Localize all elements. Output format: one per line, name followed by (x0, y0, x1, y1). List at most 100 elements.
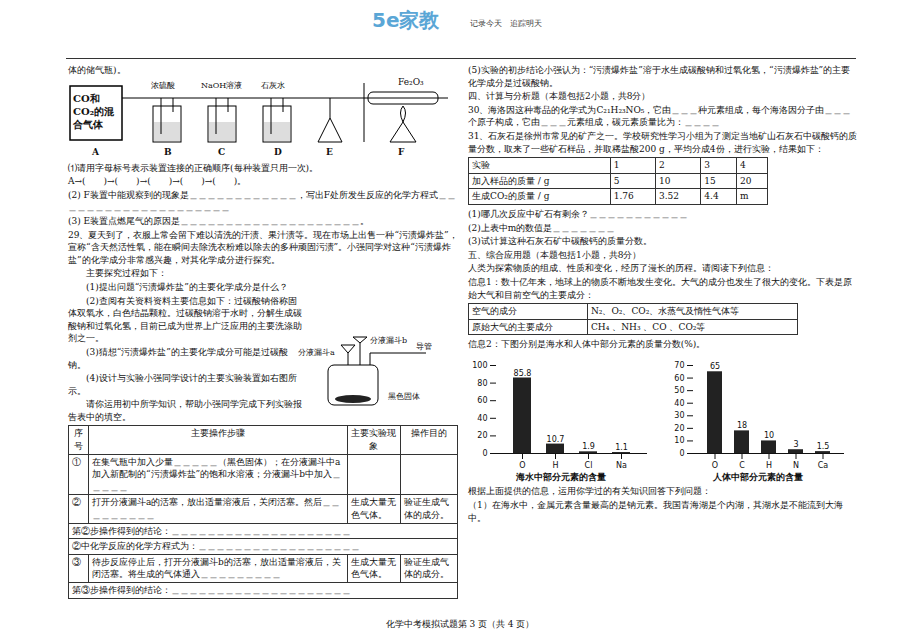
svg-text:0: 0 (482, 449, 487, 458)
html-text:空气的成分: 空气的成分 (472, 306, 517, 317)
svg-text:70: 70 (674, 361, 684, 370)
html-text:石灰水: 石灰水 (261, 80, 285, 90)
svg-text:1.5: 1.5 (817, 442, 830, 451)
html-text:待步反应停止后，打开分液漏斗b的活塞，放出适量溶液后，关闭活: 待步反应停止后，打开分液漏斗b的活塞，放出适量溶液后，关闭活塞。将生成的气体通入… (92, 556, 341, 580)
html-text:黑色固体: 黑色固体 (388, 391, 420, 401)
html-text:人体中部分元素的含量: 人体中部分元素的含量 (712, 471, 803, 482)
html-text:3.52: 3.52 (659, 191, 679, 202)
html-text:主要探究过程如下：: 主要探究过程如下： (86, 268, 167, 279)
svg-text:40: 40 (674, 399, 684, 408)
html-text:浓硫酸: 浓硫酸 (151, 80, 175, 90)
html-text:主要操作步骤: 主要操作步骤 (191, 428, 245, 439)
html-text:打开分液漏斗a的活塞，放出适量溶液后，关闭活塞。然后＿＿＿＿: 打开分液漏斗a的活塞，放出适量溶液后，关闭活塞。然后＿＿＿＿＿＿＿＿＿ (92, 497, 341, 520)
svg-text:0: 0 (679, 449, 684, 458)
svg-text:Cl: Cl (585, 461, 593, 470)
html-text:（1）在海水中，金属元素含量最高的是钠元素。我国青海湖是个内: （1）在海水中，金属元素含量最高的是钠元素。我国青海湖是个内湖，其湖水是不能流到… (468, 500, 843, 523)
svg-text:20: 20 (477, 431, 487, 440)
svg-text:60: 60 (477, 396, 487, 405)
html-text:请你运用初中所学知识，帮助小强同学完成下列实验报告表中的填空: 请你运用初中所学知识，帮助小强同学完成下列实验报告表中的填空。 (68, 399, 302, 422)
svg-text:N: N (793, 461, 799, 470)
html-text:验证生成气体的成分。: 验证生成气体的成分。 (404, 556, 449, 580)
html-text:4.4: 4.4 (704, 191, 719, 202)
html-text:(2)查阅有关资料资料主要信息如下：过碳酸钠俗称固体双氧水，: (2)查阅有关资料资料主要信息如下：过碳酸钠俗称固体双氧水，白色结晶颗粒。过碳酸… (68, 295, 302, 344)
html-text:加入样品的质量 / g: 加入样品的质量 / g (472, 175, 550, 186)
svg-text:1.9: 1.9 (582, 442, 595, 451)
svg-text:80: 80 (477, 379, 487, 388)
svg-text:50: 50 (674, 386, 684, 395)
svg-text:30: 30 (674, 411, 684, 420)
svg-text:20: 20 (674, 424, 684, 433)
svg-text:10: 10 (674, 436, 684, 445)
html-text:(4)设计与实验小强同学设计的主要实验装置如右图所示。: (4)设计与实验小强同学设计的主要实验装置如右图所示。 (68, 373, 297, 396)
html-text:导管: 导管 (416, 341, 432, 351)
html-text:(2) F装置中能观察到的现象是＿＿＿＿＿＿＿＿＿＿＿＿，写: (2) F装置中能观察到的现象是＿＿＿＿＿＿＿＿＿＿＿＿，写出F处所发生反应的化… (68, 189, 457, 213)
html-text:10: 10 (659, 175, 671, 186)
html-text:生成大量无色气体。: 生成大量无色气体。 (351, 497, 396, 520)
svg-text:3: 3 (793, 440, 798, 449)
html-text:原始大气的主要成分: 原始大气的主要成分 (472, 321, 553, 332)
html-text:(1)提出问题“污渍爆炸盐”的主要化学成分是什么？: (1)提出问题“污渍爆炸盐”的主要化学成分是什么？ (86, 281, 288, 292)
svg-text:60: 60 (674, 374, 684, 383)
html-text:Fe₂O₃: Fe₂O₃ (398, 76, 424, 87)
html-text:20: 20 (740, 175, 752, 186)
html-text:生成CO₂的质量 / g: 生成CO₂的质量 / g (472, 191, 550, 202)
svg-text:10: 10 (764, 431, 774, 440)
html-text:操作目的: 操作目的 (411, 428, 447, 439)
html-text:(1)哪几次反应中矿石有剩余？＿＿＿＿＿＿＿＿＿＿＿: (1)哪几次反应中矿石有剩余？＿＿＿＿＿＿＿＿＿＿＿ (468, 208, 688, 219)
svg-text:100: 100 (472, 361, 487, 370)
html-text:5e家教: 5e家教 (372, 8, 440, 32)
svg-text:H: H (766, 461, 772, 470)
html-text:29、夏天到了，衣服上常会留下难以清洗的汗渍、果汁渍等。现在: 29、夏天到了，衣服上常会留下难以清洗的汗渍、果汁渍等。现在市场上出售一种“污渍… (68, 229, 458, 265)
svg-text:O: O (519, 461, 525, 470)
html-text:31、石灰石是徐州市常见的矿产之一。学校研究性学习小组为了测: 31、石灰石是徐州市常见的矿产之一。学校研究性学习小组为了测定当地矿山石灰石中碳… (468, 131, 858, 154)
html-text:②中化学反应的化学方程式为：＿＿＿＿＿＿＿＿＿＿＿＿＿＿＿＿: ②中化学反应的化学方程式为：＿＿＿＿＿＿＿＿＿＿＿＿＿＿＿＿＿＿ (72, 541, 360, 552)
html-text:记录今天 追踪明天: 记录今天 追踪明天 (470, 19, 542, 28)
html-text:根据上面提供的信息，运用你学过的有关知识回答下列问题：: 根据上面提供的信息，运用你学过的有关知识回答下列问题： (468, 486, 711, 497)
html-text:五、综合应用题（本题包括1小题，共8分）: 五、综合应用题（本题包括1小题，共8分） (468, 249, 642, 260)
svg-text:65: 65 (710, 362, 720, 371)
html-text:序号: 序号 (74, 428, 83, 452)
html-text:30、海洛因这种毒品的化学式为C₂₁H₂₃NO₅，它由＿＿＿: 30、海洛因这种毒品的化学式为C₂₁H₂₃NO₅，它由＿＿＿种元素组成，每个海洛… (468, 104, 852, 128)
html-text:1.76: 1.76 (613, 191, 634, 202)
svg-text:85.8: 85.8 (514, 368, 532, 377)
svg-text:40: 40 (477, 414, 487, 423)
html-text:⑴请用字母标号表示装置连接的正确顺序(每种装置只用一次)。: ⑴请用字母标号表示装置连接的正确顺序(每种装置只用一次)。 (68, 162, 318, 173)
svg-text:Na: Na (616, 461, 627, 470)
html-text:实验: 实验 (472, 160, 490, 171)
html-text:验证生成气体的成分。: 验证生成气体的成分。 (404, 497, 449, 520)
html-text:(5)实验的初步结论小强认为：“污渍爆炸盐”溶于水生成碳酸钠: (5)实验的初步结论小强认为：“污渍爆炸盐”溶于水生成碳酸钠和过氧化氢，“污渍爆… (468, 65, 851, 88)
html-text:分液漏斗a: 分液漏斗a (298, 347, 335, 357)
html-text:信息2：下图分别是海水和人体中部分元素的质量分数(%)。: 信息2：下图分别是海水和人体中部分元素的质量分数(%)。 (468, 339, 706, 350)
html-text:主要实验现象: 主要实验现象 (351, 428, 397, 452)
html-text:海水中部分元素的含量: 海水中部分元素的含量 (515, 471, 606, 482)
html-text:信息1：数十亿年来，地球上的物质不断地发生变化。大气的成分也: 信息1：数十亿年来，地球上的物质不断地发生变化。大气的成分也发生了很大的变化。下… (468, 276, 852, 300)
html-text:②: ② (72, 497, 81, 508)
html-text:第②步操作得到的结论：＿＿＿＿＿＿＿＿＿＿＿＿＿＿＿＿＿＿＿: 第②步操作得到的结论：＿＿＿＿＿＿＿＿＿＿＿＿＿＿＿＿＿＿＿＿ (72, 525, 351, 536)
html-text:(2)上表中m的数值是＿＿＿＿＿＿＿: (2)上表中m的数值是＿＿＿＿＿＿＿ (468, 222, 616, 233)
html-text:四、计算与分析题（本题包括2小题，共8分）: 四、计算与分析题（本题包括2小题，共8分） (468, 91, 651, 102)
html-text:A→( )→( )→( )→( )→( )。: A→( )→( )→( )→( )→( )。 (68, 176, 247, 187)
svg-text:O: O (712, 461, 718, 470)
html-text:(3) E装置点燃尾气的原因是＿＿＿＿＿＿＿＿＿＿＿＿＿＿＿: (3) E装置点燃尾气的原因是＿＿＿＿＿＿＿＿＿＿＿＿＿＿＿＿＿＿＿＿。 (68, 216, 370, 226)
html-text:N₂、O₂、CO₂、水蒸气及惰性气体等: N₂、O₂、CO₂、水蒸气及惰性气体等 (591, 306, 740, 317)
svg-text:H: H (552, 461, 558, 470)
html-text:在集气瓶中加入少量＿＿＿＿＿（黑色固体）；在分液漏斗中a加入: 在集气瓶中加入少量＿＿＿＿＿（黑色固体）；在分液漏斗中a加入新配制的“污渍爆炸盐… (92, 456, 341, 492)
html-text:NaOH溶液: NaOH溶液 (201, 80, 243, 90)
html-text:①: ① (72, 456, 81, 467)
svg-text:18: 18 (737, 421, 747, 430)
svg-text:1.1: 1.1 (615, 443, 628, 452)
html-text:CH₄ 、NH₃ 、CO 、CO₂等: CH₄ 、NH₃ 、CO 、CO₂等 (591, 321, 706, 332)
html-text:CO和CO₂的混合气体: CO和CO₂的混合气体 (73, 92, 115, 130)
html-text:(3)猜想“污渍爆炸盐”的主要化学成分可能是过碳酸钠。: (3)猜想“污渍爆炸盐”的主要化学成分可能是过碳酸钠。 (68, 346, 288, 370)
html-text:第③步操作得到的结论：＿＿＿＿＿＿＿＿＿＿＿＿＿＿＿＿＿＿＿: 第③步操作得到的结论：＿＿＿＿＿＿＿＿＿＿＿＿＿＿＿＿＿＿＿＿ (72, 585, 351, 595)
html-text:化学中考模拟试题第 3 页（共 4 页）: 化学中考模拟试题第 3 页（共 4 页） (385, 619, 535, 629)
svg-text:10.7: 10.7 (547, 435, 565, 444)
html-text:生成大量无色气体。: 生成大量无色气体。 (351, 556, 396, 580)
svg-text:Ca: Ca (818, 461, 829, 470)
html-text:(3)试计算这种石灰石矿中碳酸钙的质量分数。: (3)试计算这种石灰石矿中碳酸钙的质量分数。 (468, 236, 652, 247)
svg-text:C: C (739, 461, 745, 470)
html-text:体的储气瓶)。: 体的储气瓶)。 (68, 65, 126, 75)
html-text:15: 15 (704, 175, 716, 186)
html-text:分液漏斗b: 分液漏斗b (370, 335, 408, 345)
html-text:人类为探索物质的组成、性质和变化，经历了漫长的历程。请阅读下: 人类为探索物质的组成、性质和变化，经历了漫长的历程。请阅读下列信息： (468, 263, 774, 274)
